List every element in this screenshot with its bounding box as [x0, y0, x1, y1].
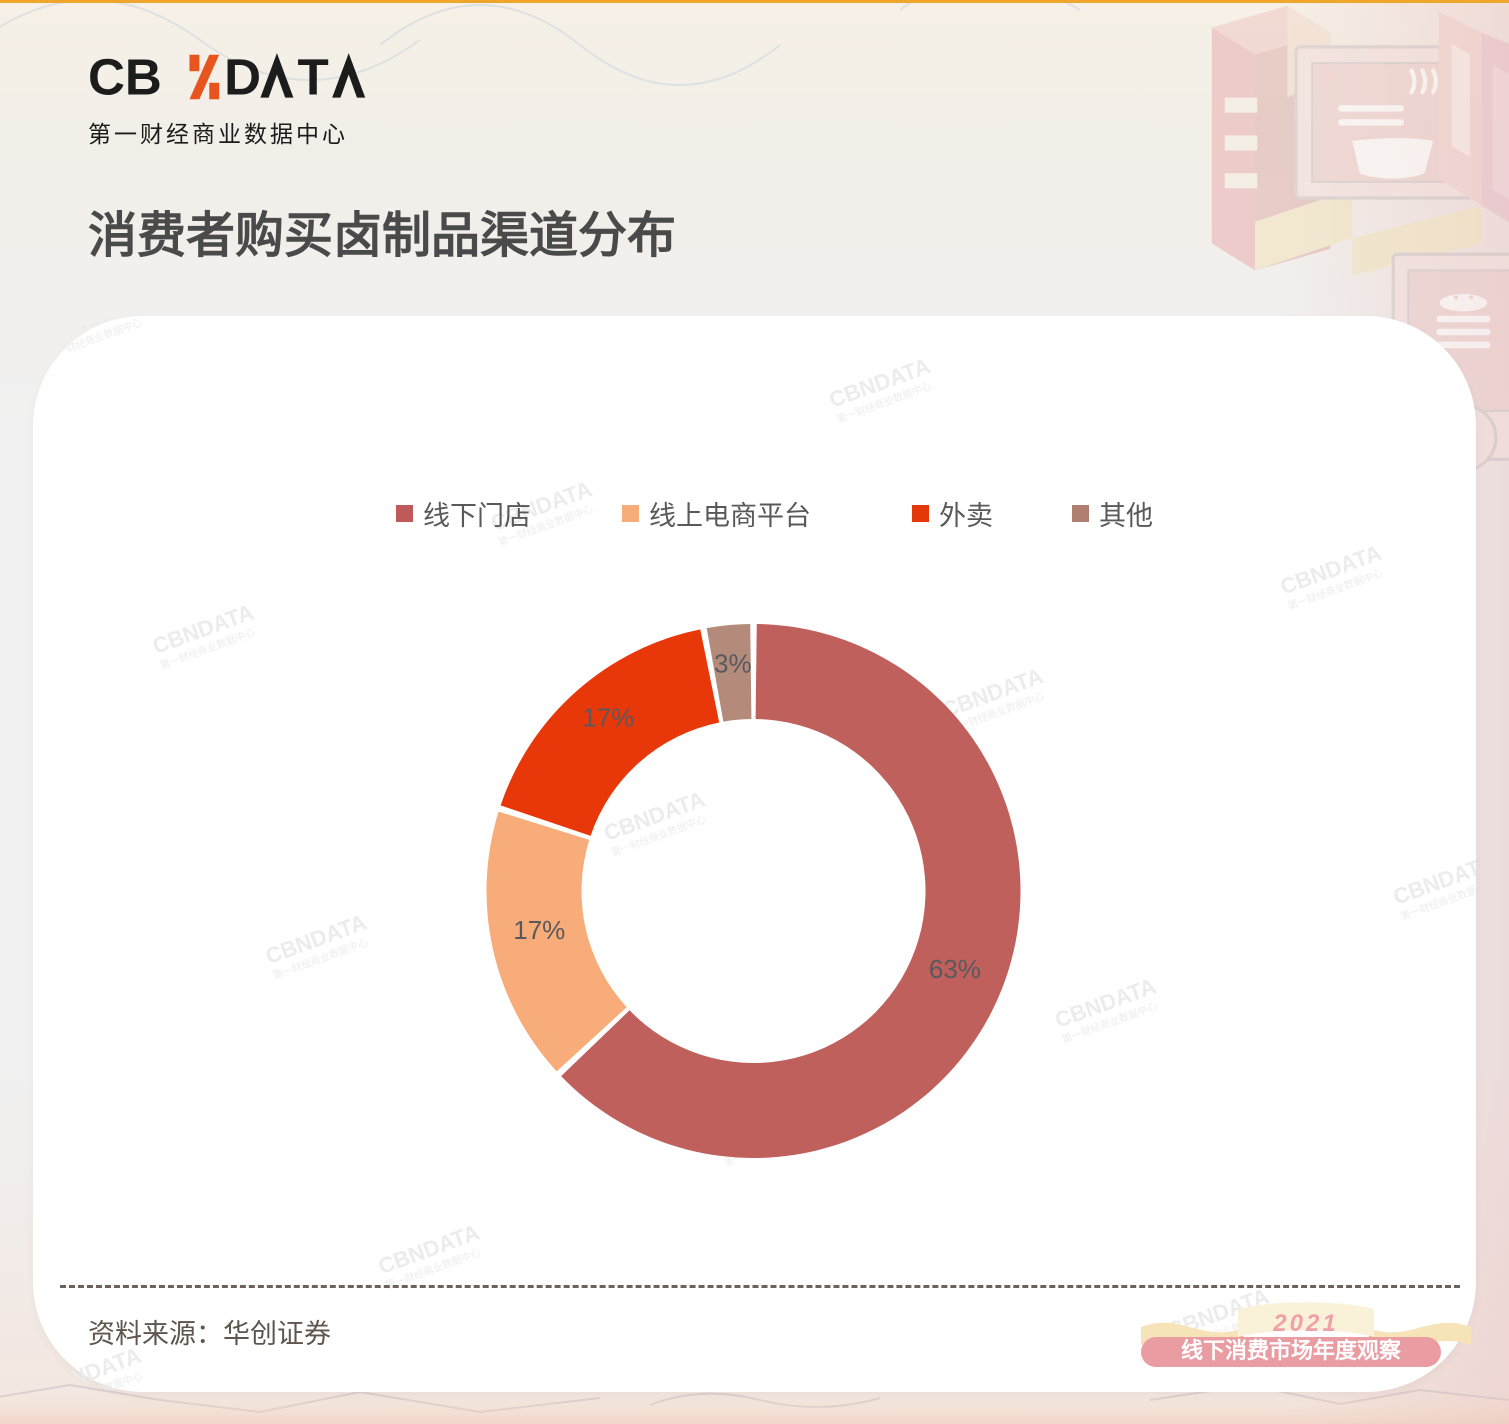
svg-text:2021: 2021	[1272, 1310, 1338, 1337]
svg-text:63%: 63%	[929, 954, 981, 984]
svg-text:17%: 17%	[513, 915, 565, 945]
svg-text:T: T	[298, 48, 329, 105]
svg-text:17%: 17%	[582, 702, 634, 732]
svg-text:线下消费市场年度观察: 线下消费市场年度观察	[1181, 1338, 1402, 1363]
svg-text:3%: 3%	[714, 649, 752, 679]
svg-text:CB: CB	[88, 48, 162, 105]
svg-text:D: D	[224, 48, 261, 105]
